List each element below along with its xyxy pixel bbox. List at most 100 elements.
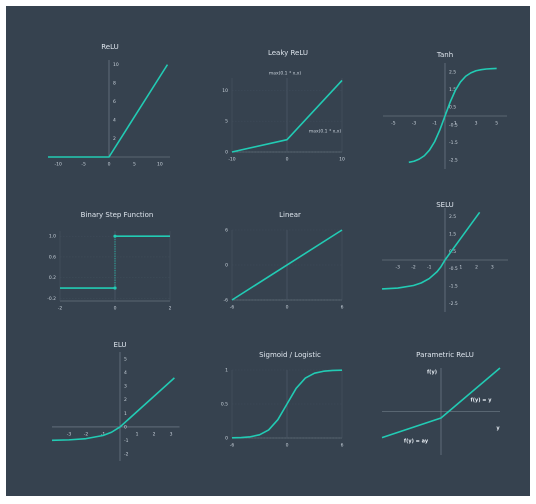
x-tick-label: 0 — [114, 306, 117, 312]
line — [231, 229, 343, 301]
y-tick-label: 2 — [124, 397, 127, 403]
y-tick-label: 0.5 — [221, 402, 228, 408]
y-tick-label: 0.5 — [449, 105, 456, 111]
x-tick-label: 0 — [286, 443, 289, 449]
y-tick-label: -0.5 — [449, 266, 458, 272]
x-tick-label: 10 — [157, 162, 163, 168]
x-tick-label: 0 — [286, 305, 289, 311]
x-tick-label: 1 — [136, 431, 139, 437]
x-tick-label: 3 — [170, 431, 173, 437]
y-tick-label: 4 — [113, 118, 116, 124]
annotation: f(y) = ay — [404, 439, 429, 445]
x-tick-label: -2 — [84, 431, 89, 437]
line — [48, 64, 169, 158]
x-tick-label: 6 — [341, 443, 344, 449]
y-tick-label: 10 — [222, 88, 228, 94]
y-tick-label: 0.5 — [449, 249, 456, 255]
x-tick-label: 5 — [133, 162, 136, 168]
y-tick-label: 5 — [225, 119, 228, 125]
chart-title: Parametric ReLU — [416, 351, 474, 359]
y-tick-label: 1 — [124, 411, 127, 417]
y-tick-label: 1.0 — [49, 234, 56, 240]
y-tick-label: 6 — [113, 99, 116, 105]
x-tick-label: 0 — [286, 157, 289, 163]
annotation: max(0.1 * x,x) — [269, 71, 302, 77]
y-tick-label: 2 — [113, 136, 116, 142]
point — [113, 234, 117, 238]
chart-title: ReLU — [101, 43, 119, 51]
annotation: max(0.1 * x,x) — [309, 129, 342, 135]
chart-title: Linear — [279, 211, 301, 219]
y-tick-label: 0 — [225, 263, 228, 269]
x-tick-label: -1 — [427, 265, 432, 271]
x-tick-label: -6 — [230, 443, 235, 449]
background — [6, 6, 530, 496]
y-tick-label: -6 — [224, 298, 229, 304]
y-tick-label: -2 — [124, 452, 129, 458]
x-tick-label: -5 — [391, 121, 396, 127]
line — [51, 377, 175, 442]
y-tick-label: 0.2 — [49, 275, 56, 281]
x-tick-label: -10 — [228, 157, 235, 163]
chart-title: Binary Step Function — [81, 211, 154, 219]
line — [231, 79, 343, 153]
chart-title: Leaky ReLU — [268, 49, 308, 57]
chart-title: Tanh — [436, 51, 453, 59]
x-tick-label: -10 — [54, 162, 61, 168]
x-tick-label: -3 — [396, 265, 401, 271]
chart-title: ELU — [113, 341, 126, 349]
y-tick-label: -0.2 — [47, 296, 56, 302]
x-tick-label: -5 — [81, 162, 86, 168]
x-tick-label: -6 — [230, 305, 235, 311]
x-tick-label: -1 — [101, 431, 106, 437]
y-tick-label: 0 — [124, 424, 127, 430]
chart-title: Sigmoid / Logistic — [259, 351, 321, 359]
x-tick-label: 2 — [169, 306, 172, 312]
x-tick-label: -2 — [411, 265, 416, 271]
y-tick-label: 0 — [225, 150, 228, 156]
y-tick-label: 2.5 — [449, 214, 456, 220]
y-tick-label: 0.6 — [49, 254, 56, 260]
chart-title: SELU — [436, 201, 454, 209]
line — [231, 369, 343, 439]
x-tick-label: 3 — [491, 265, 494, 271]
y-tick-label: 6 — [225, 228, 228, 234]
x-tick-label: 2 — [153, 431, 156, 437]
annotation: f(y) = y — [471, 398, 493, 404]
x-tick-label: 10 — [339, 157, 345, 163]
x-tick-label: 6 — [341, 305, 344, 311]
y-tick-label: -0.5 — [449, 122, 458, 128]
y-tick-label: 1.5 — [449, 87, 456, 93]
x-tick-label: 0 — [108, 162, 111, 168]
x-tick-label: 1 — [459, 265, 462, 271]
y-tick-label: 5 — [124, 356, 127, 362]
point — [113, 286, 117, 290]
y-tick-label: 10 — [113, 62, 119, 68]
line — [381, 211, 481, 290]
y-tick-label: -2.5 — [449, 158, 458, 164]
line — [60, 235, 170, 289]
y-tick-label: 1.5 — [449, 232, 456, 238]
x-tick-label: 2 — [475, 265, 478, 271]
x-tick-label: 1 — [454, 121, 457, 127]
x-tick-label: 5 — [495, 121, 498, 127]
y-tick-label: 8 — [113, 81, 116, 87]
line — [381, 367, 501, 439]
y-tick-label: 1 — [225, 368, 228, 374]
y-tick-label: -1.5 — [449, 284, 458, 290]
annotation: y — [496, 426, 500, 432]
y-tick-label: 2.5 — [449, 69, 456, 75]
y-tick-label: -1.5 — [449, 140, 458, 146]
y-tick-label: 4 — [124, 370, 127, 376]
x-tick-label: 3 — [475, 121, 478, 127]
line — [408, 67, 497, 164]
y-tick-label: -2.5 — [449, 301, 458, 307]
x-tick-label: -2 — [58, 306, 63, 312]
x-tick-label: -3 — [67, 431, 72, 437]
y-tick-label: 0 — [225, 436, 228, 442]
y-tick-label: 3 — [124, 384, 127, 390]
y-tick-label: -1 — [124, 438, 129, 444]
x-tick-label: -3 — [412, 121, 417, 127]
x-tick-label: -1 — [432, 121, 437, 127]
